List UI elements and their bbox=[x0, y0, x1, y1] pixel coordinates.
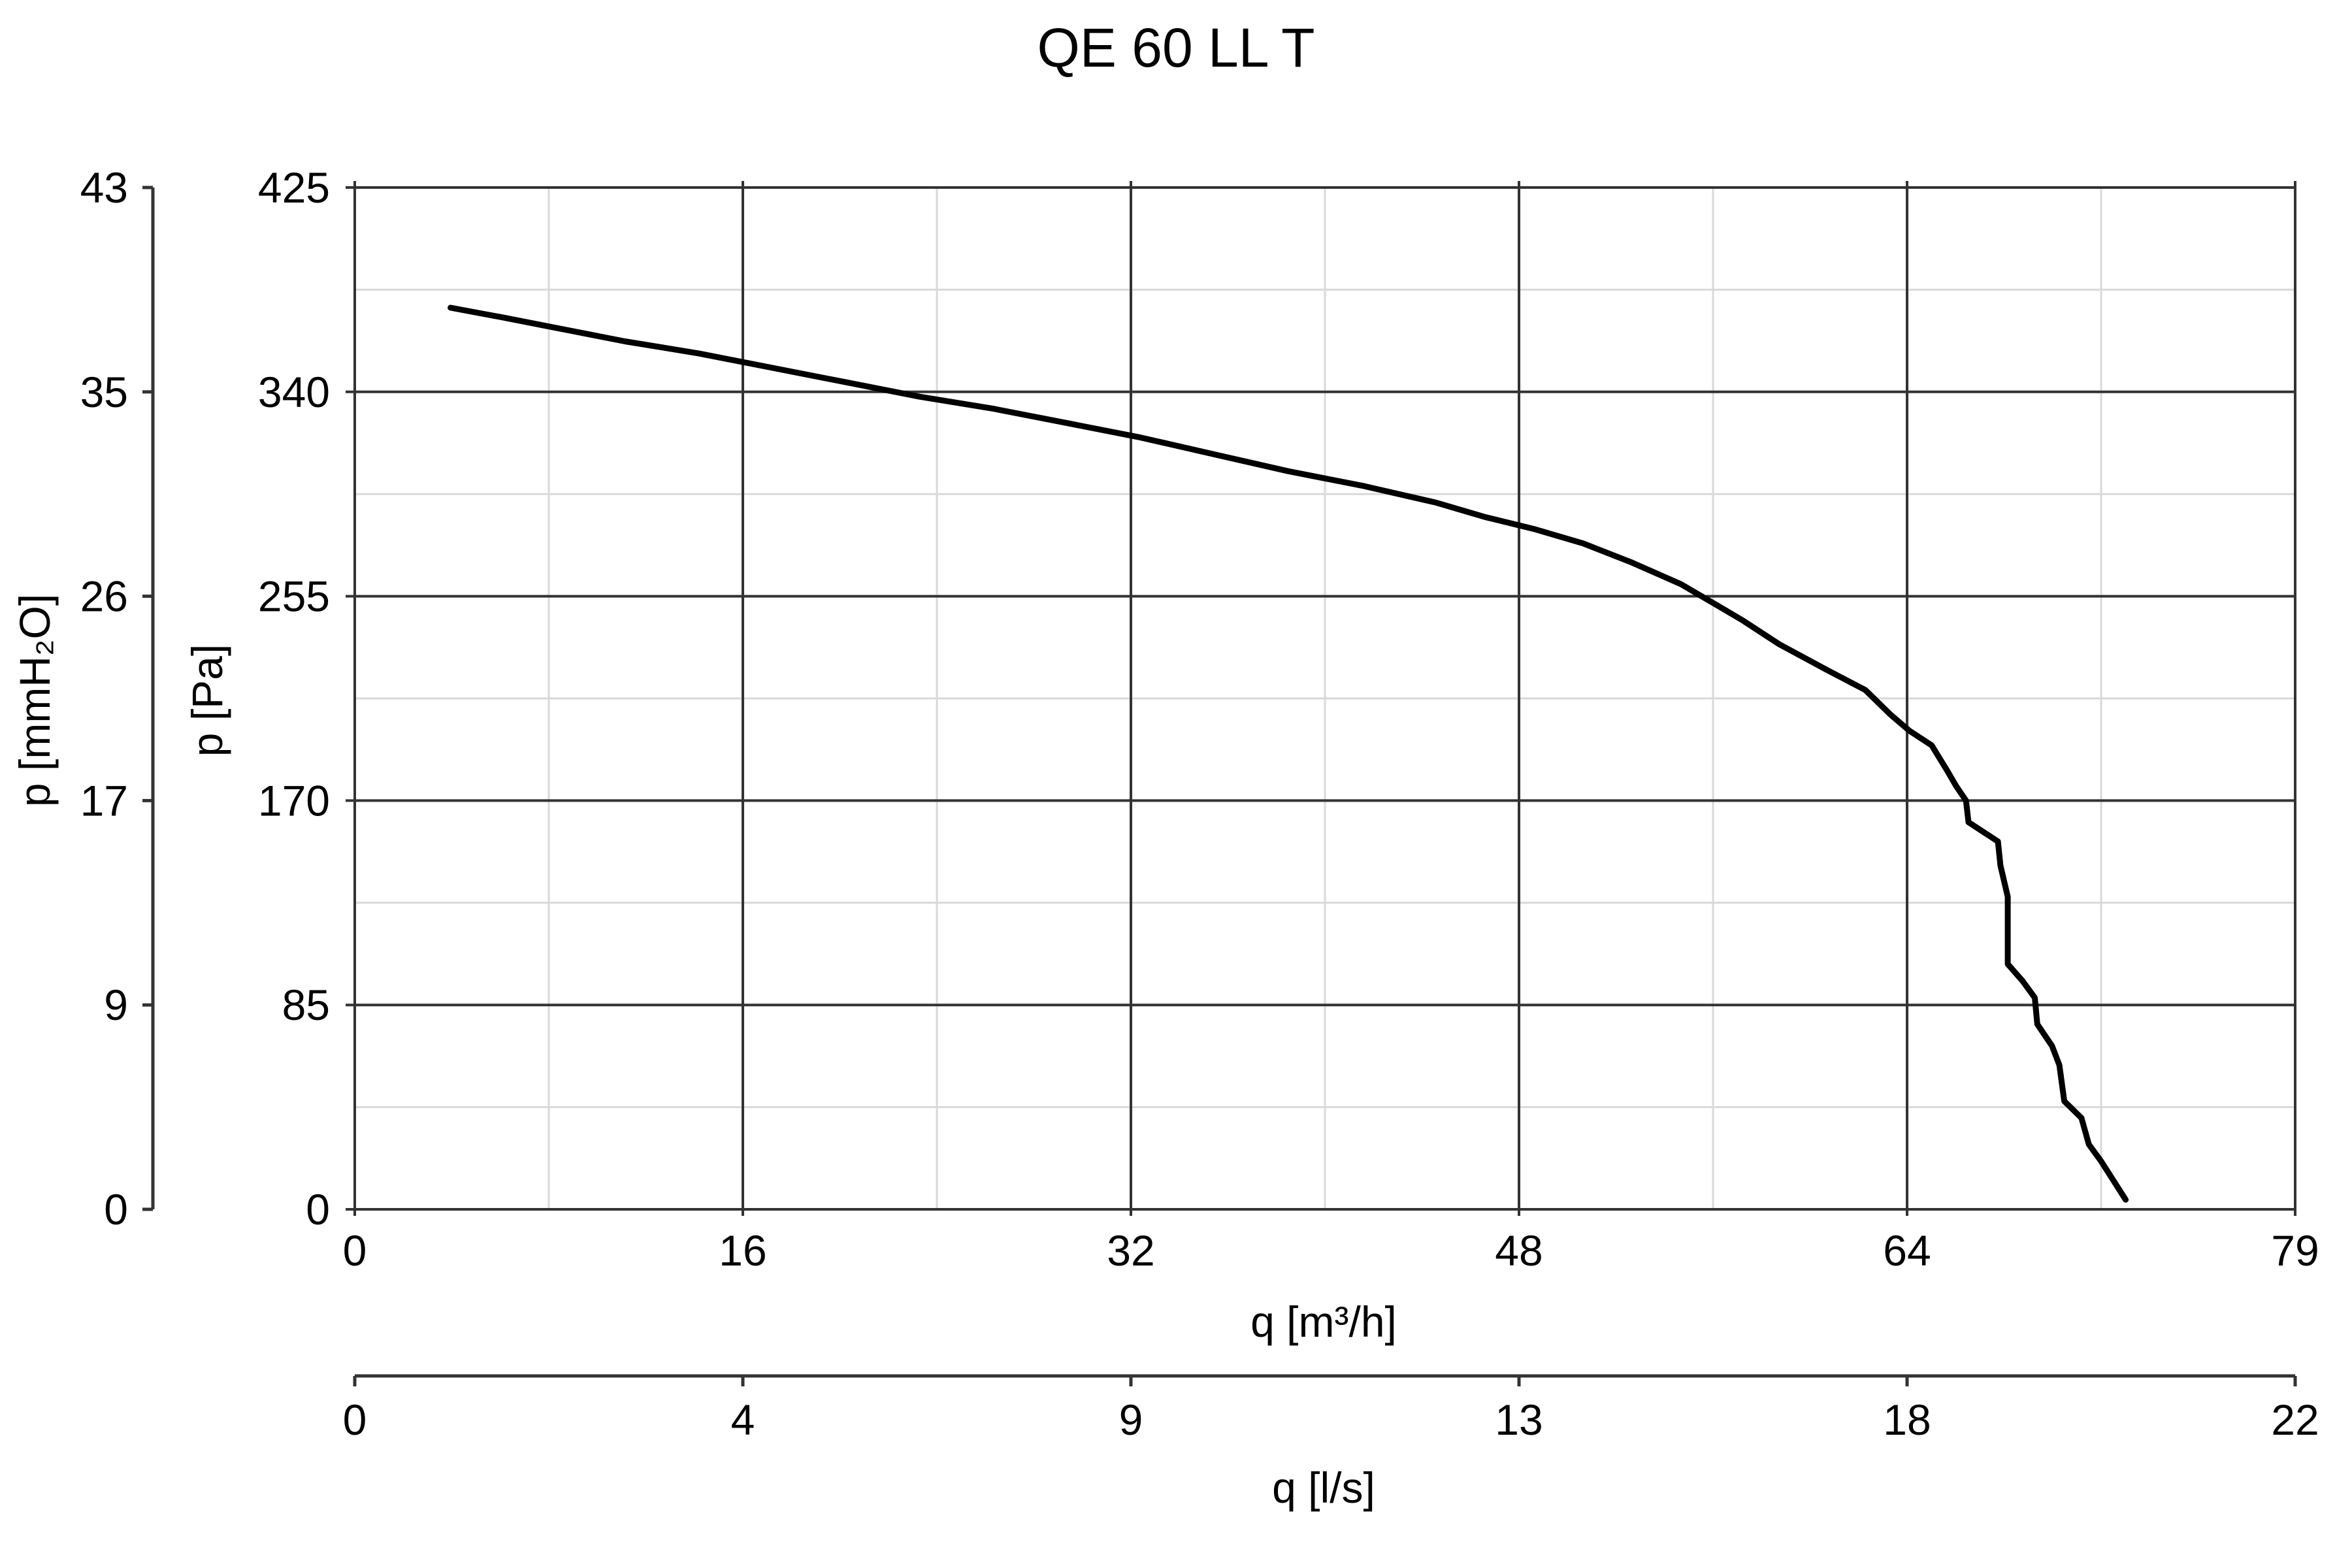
pressure-flow-curve bbox=[448, 304, 2129, 1203]
secondary-y-tick-label: 43 bbox=[80, 163, 128, 212]
secondary-y-tick-label: 0 bbox=[104, 1185, 128, 1233]
x-tick-label: 64 bbox=[1883, 1226, 1931, 1275]
y-tick-label: 425 bbox=[258, 163, 330, 212]
y-tick-label: 340 bbox=[258, 368, 330, 416]
y-tick-label: 170 bbox=[258, 776, 330, 825]
x-tick-label: 32 bbox=[1107, 1226, 1154, 1275]
series-layer bbox=[448, 304, 2129, 1203]
x-tick-label: 79 bbox=[2271, 1226, 2319, 1275]
chart-title: QE 60 LL T bbox=[1037, 17, 1315, 78]
y-tick-label: 85 bbox=[282, 981, 330, 1029]
secondary-y-tick-label: 26 bbox=[80, 572, 128, 621]
secondary-x-tick-label: 13 bbox=[1495, 1396, 1543, 1444]
secondary-y-axis-title: p [mmH₂O] bbox=[10, 594, 59, 807]
secondary-x-tick-label: 4 bbox=[731, 1396, 755, 1444]
x-tick-label: 48 bbox=[1495, 1226, 1543, 1275]
axes bbox=[142, 186, 2297, 1386]
secondary-y-tick-label: 17 bbox=[80, 776, 128, 825]
tick-labels: 0 16 32 48 64 79 0 85 170 255 340 425 0 4 9 13 18 22 0 9 17 2… bbox=[80, 163, 2319, 1444]
y-tick-label: 0 bbox=[306, 1185, 330, 1233]
secondary-x-axis-title: q [l/s] bbox=[1272, 1463, 1375, 1512]
y-axis-title: p [Pa] bbox=[183, 644, 231, 757]
secondary-x-tick-label: 18 bbox=[1883, 1396, 1931, 1444]
y-tick-label: 255 bbox=[258, 572, 330, 621]
secondary-x-tick-label: 22 bbox=[2271, 1396, 2319, 1444]
grid bbox=[346, 181, 2296, 1216]
secondary-y-tick-label: 35 bbox=[80, 368, 128, 416]
x-tick-label: 16 bbox=[719, 1226, 766, 1275]
secondary-x-tick-label: 9 bbox=[1119, 1396, 1143, 1444]
x-tick-label: 0 bbox=[343, 1226, 367, 1275]
x-axis-title: q [m³/h] bbox=[1250, 1298, 1397, 1346]
secondary-y-tick-label: 9 bbox=[104, 981, 128, 1029]
secondary-x-tick-label: 0 bbox=[343, 1396, 367, 1444]
